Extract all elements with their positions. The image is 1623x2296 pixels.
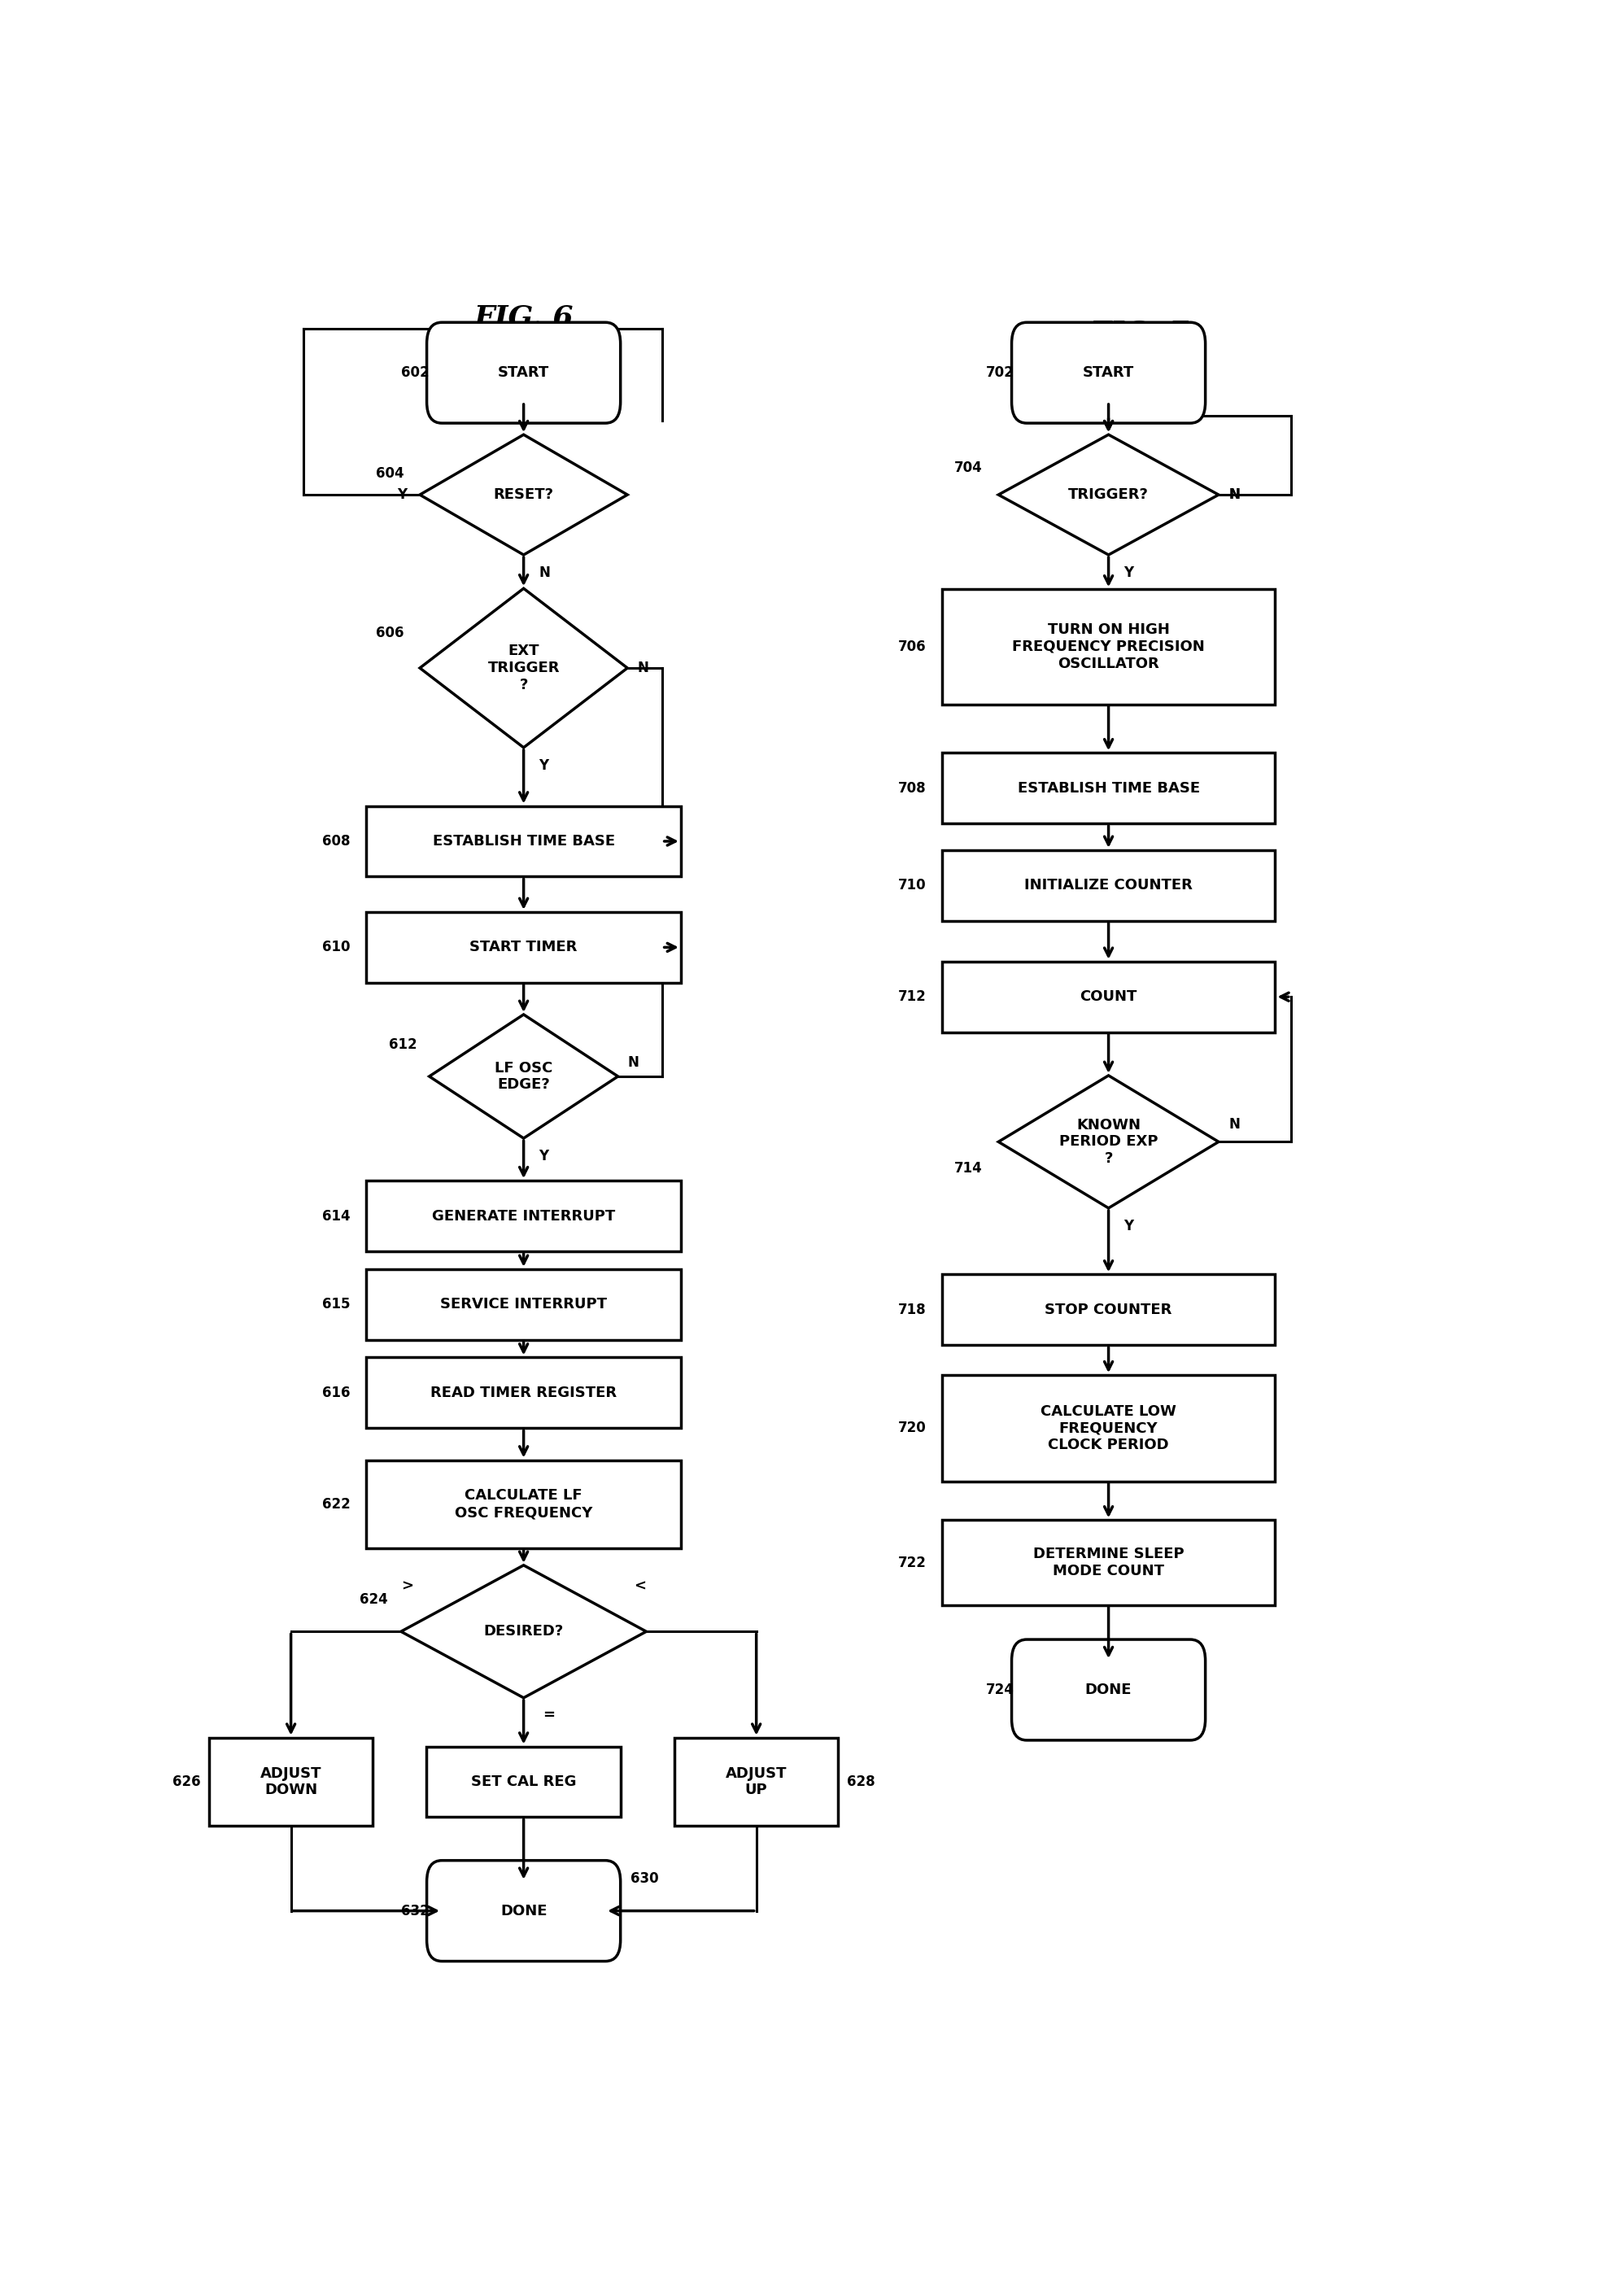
- Text: STOP COUNTER: STOP COUNTER: [1045, 1302, 1172, 1318]
- Text: 602: 602: [401, 365, 428, 381]
- Text: CALCULATE LOW
FREQUENCY
CLOCK PERIOD: CALCULATE LOW FREQUENCY CLOCK PERIOD: [1040, 1403, 1177, 1453]
- Text: Y: Y: [398, 487, 407, 503]
- Text: N: N: [1229, 1116, 1240, 1132]
- Text: Y: Y: [1123, 565, 1133, 581]
- FancyBboxPatch shape: [1011, 1639, 1206, 1740]
- Text: FIG. 7: FIG. 7: [1091, 319, 1190, 347]
- Text: N: N: [628, 1054, 639, 1070]
- Text: LF OSC
EDGE?: LF OSC EDGE?: [495, 1061, 553, 1093]
- Bar: [941, 1274, 1276, 1345]
- Text: 608: 608: [321, 833, 351, 850]
- Text: 706: 706: [898, 641, 927, 654]
- Text: 622: 622: [321, 1497, 351, 1511]
- Text: TRIGGER?: TRIGGER?: [1068, 487, 1149, 503]
- Text: N: N: [1229, 487, 1240, 503]
- Text: 616: 616: [321, 1384, 351, 1401]
- Bar: [367, 1180, 682, 1251]
- Bar: [427, 1747, 622, 1816]
- Bar: [367, 806, 682, 877]
- Text: 624: 624: [360, 1593, 388, 1607]
- Text: 606: 606: [377, 625, 404, 641]
- Text: EXT
TRIGGER
?: EXT TRIGGER ?: [487, 643, 560, 691]
- Text: KNOWN
PERIOD EXP
?: KNOWN PERIOD EXP ?: [1060, 1118, 1157, 1166]
- Text: N: N: [539, 565, 550, 581]
- Text: ESTABLISH TIME BASE: ESTABLISH TIME BASE: [432, 833, 615, 850]
- Text: =: =: [542, 1708, 555, 1722]
- Text: GENERATE INTERRUPT: GENERATE INTERRUPT: [432, 1208, 615, 1224]
- Text: 702: 702: [985, 365, 1014, 381]
- Bar: [941, 962, 1276, 1033]
- Text: INITIALIZE COUNTER: INITIALIZE COUNTER: [1024, 877, 1193, 893]
- FancyBboxPatch shape: [1011, 321, 1206, 422]
- Bar: [941, 753, 1276, 824]
- Polygon shape: [420, 588, 628, 748]
- Text: 610: 610: [321, 939, 351, 955]
- Text: 712: 712: [898, 990, 927, 1003]
- Polygon shape: [998, 1075, 1219, 1208]
- Text: N: N: [1229, 487, 1240, 503]
- Text: 704: 704: [954, 461, 982, 475]
- Text: ADJUST
UP: ADJUST UP: [725, 1766, 787, 1798]
- Text: SERVICE INTERRUPT: SERVICE INTERRUPT: [440, 1297, 607, 1311]
- Text: 612: 612: [388, 1038, 417, 1052]
- Text: 626: 626: [172, 1775, 200, 1789]
- Text: DONE: DONE: [1086, 1683, 1131, 1697]
- Text: CALCULATE LF
OSC FREQUENCY: CALCULATE LF OSC FREQUENCY: [454, 1488, 592, 1520]
- Text: 614: 614: [321, 1208, 351, 1224]
- Polygon shape: [401, 1566, 646, 1697]
- Text: 710: 710: [898, 877, 927, 893]
- Text: 724: 724: [985, 1683, 1014, 1697]
- Text: 628: 628: [847, 1775, 875, 1789]
- Bar: [367, 1460, 682, 1548]
- Text: RESET?: RESET?: [493, 487, 553, 503]
- Bar: [367, 1270, 682, 1341]
- Text: DESIRED?: DESIRED?: [484, 1623, 563, 1639]
- Text: Y: Y: [539, 1148, 549, 1164]
- Bar: [675, 1738, 837, 1825]
- Bar: [941, 850, 1276, 921]
- Text: <: <: [635, 1580, 646, 1593]
- Bar: [209, 1738, 373, 1825]
- Text: ESTABLISH TIME BASE: ESTABLISH TIME BASE: [1018, 781, 1199, 794]
- Polygon shape: [420, 434, 628, 556]
- Text: Y: Y: [1123, 1219, 1133, 1233]
- Text: COUNT: COUNT: [1079, 990, 1138, 1003]
- Bar: [367, 912, 682, 983]
- Bar: [941, 1520, 1276, 1605]
- Text: Y: Y: [539, 758, 549, 771]
- Text: 718: 718: [898, 1302, 927, 1318]
- Text: DETERMINE SLEEP
MODE COUNT: DETERMINE SLEEP MODE COUNT: [1032, 1548, 1185, 1577]
- Bar: [941, 1375, 1276, 1481]
- Polygon shape: [428, 1015, 618, 1139]
- Text: 720: 720: [898, 1421, 927, 1435]
- Text: START TIMER: START TIMER: [469, 939, 578, 955]
- Bar: [941, 590, 1276, 705]
- FancyBboxPatch shape: [427, 1860, 620, 1961]
- FancyBboxPatch shape: [427, 321, 620, 422]
- Text: 708: 708: [898, 781, 927, 794]
- Text: DONE: DONE: [500, 1903, 547, 1917]
- Text: SET CAL REG: SET CAL REG: [471, 1775, 576, 1789]
- Text: READ TIMER REGISTER: READ TIMER REGISTER: [430, 1384, 617, 1401]
- Text: N: N: [638, 661, 649, 675]
- Text: FIG. 6: FIG. 6: [474, 303, 573, 331]
- Text: START: START: [498, 365, 549, 381]
- Text: 714: 714: [954, 1162, 982, 1176]
- Polygon shape: [998, 434, 1219, 556]
- Text: >: >: [401, 1580, 414, 1593]
- Text: ADJUST
DOWN: ADJUST DOWN: [260, 1766, 321, 1798]
- Text: 722: 722: [898, 1554, 927, 1570]
- Text: 615: 615: [321, 1297, 351, 1311]
- Bar: [367, 1357, 682, 1428]
- Text: 632: 632: [401, 1903, 428, 1917]
- Text: 630: 630: [630, 1871, 659, 1887]
- Text: 604: 604: [377, 466, 404, 480]
- Text: TURN ON HIGH
FREQUENCY PRECISION
OSCILLATOR: TURN ON HIGH FREQUENCY PRECISION OSCILLA…: [1013, 622, 1204, 670]
- Text: START: START: [1083, 365, 1134, 381]
